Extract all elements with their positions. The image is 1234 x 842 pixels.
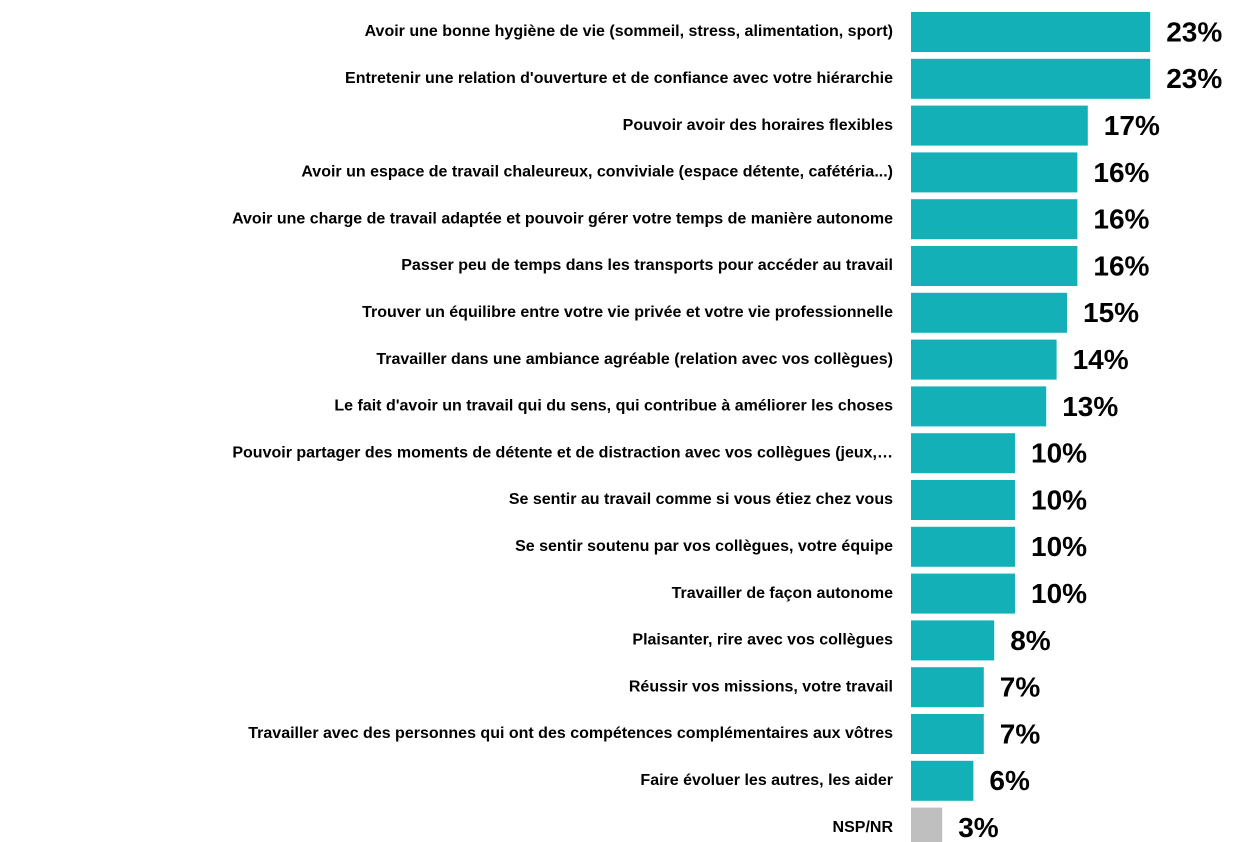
category-label: Travailler dans une ambiance agréable (r… xyxy=(376,351,893,368)
bar xyxy=(911,714,984,754)
category-label: Pouvoir avoir des horaires flexibles xyxy=(623,117,893,134)
bar xyxy=(911,292,1067,333)
value-label: 13% xyxy=(1062,391,1118,422)
category-label: Travailler de façon autonome xyxy=(672,585,894,602)
bar xyxy=(911,807,943,842)
category-label: Réussir vos missions, votre travail xyxy=(629,678,893,695)
category-label: Avoir une bonne hygiène de vie (sommeil,… xyxy=(365,23,893,40)
value-label: 7% xyxy=(1000,718,1041,749)
value-label: 15% xyxy=(1083,297,1139,328)
value-label: 17% xyxy=(1104,110,1160,141)
category-label: Passer peu de temps dans les transports … xyxy=(401,257,893,274)
bar xyxy=(911,12,1151,52)
bar xyxy=(911,386,1047,427)
bar xyxy=(911,246,1078,286)
value-label: 14% xyxy=(1073,344,1129,375)
category-label: Trouver un équilibre entre votre vie pri… xyxy=(362,304,893,321)
value-label: 10% xyxy=(1031,438,1087,469)
category-label: Travailler avec des personnes qui ont de… xyxy=(248,725,893,742)
value-label: 3% xyxy=(958,812,999,842)
value-label: 16% xyxy=(1093,250,1149,281)
value-label: 23% xyxy=(1166,63,1222,94)
bar xyxy=(911,667,984,708)
bar xyxy=(911,480,1015,520)
value-label: 10% xyxy=(1031,578,1087,609)
value-label: 16% xyxy=(1093,204,1149,235)
bar xyxy=(911,433,1015,474)
bar xyxy=(911,620,995,661)
bar xyxy=(911,199,1078,240)
category-label: Plaisanter, rire avec vos collègues xyxy=(632,632,893,649)
bar xyxy=(911,152,1078,193)
category-label: Se sentir soutenu par vos collègues, vot… xyxy=(515,538,893,555)
value-label: 10% xyxy=(1031,484,1087,515)
bar xyxy=(911,573,1015,614)
value-label: 8% xyxy=(1010,625,1051,656)
bar xyxy=(911,526,1015,567)
category-label: Pouvoir partager des moments de détente … xyxy=(232,444,893,461)
bar xyxy=(911,339,1057,380)
category-label: Se sentir au travail comme si vous étiez… xyxy=(509,491,893,508)
category-label: Entretenir une relation d'ouverture et d… xyxy=(345,70,893,87)
category-label: NSP/NR xyxy=(833,819,894,836)
value-label: 7% xyxy=(1000,672,1041,703)
category-label: Avoir une charge de travail adaptée et p… xyxy=(232,210,893,227)
category-label: Faire évoluer les autres, les aider xyxy=(640,772,893,789)
category-label: Le fait d'avoir un travail qui du sens, … xyxy=(334,398,893,415)
bar xyxy=(911,58,1151,99)
value-label: 16% xyxy=(1093,157,1149,188)
bar xyxy=(911,760,974,801)
value-label: 10% xyxy=(1031,531,1087,562)
value-label: 23% xyxy=(1166,16,1222,47)
category-label: Avoir un espace de travail chaleureux, c… xyxy=(301,164,893,181)
bar xyxy=(911,105,1088,146)
value-label: 6% xyxy=(989,765,1030,796)
